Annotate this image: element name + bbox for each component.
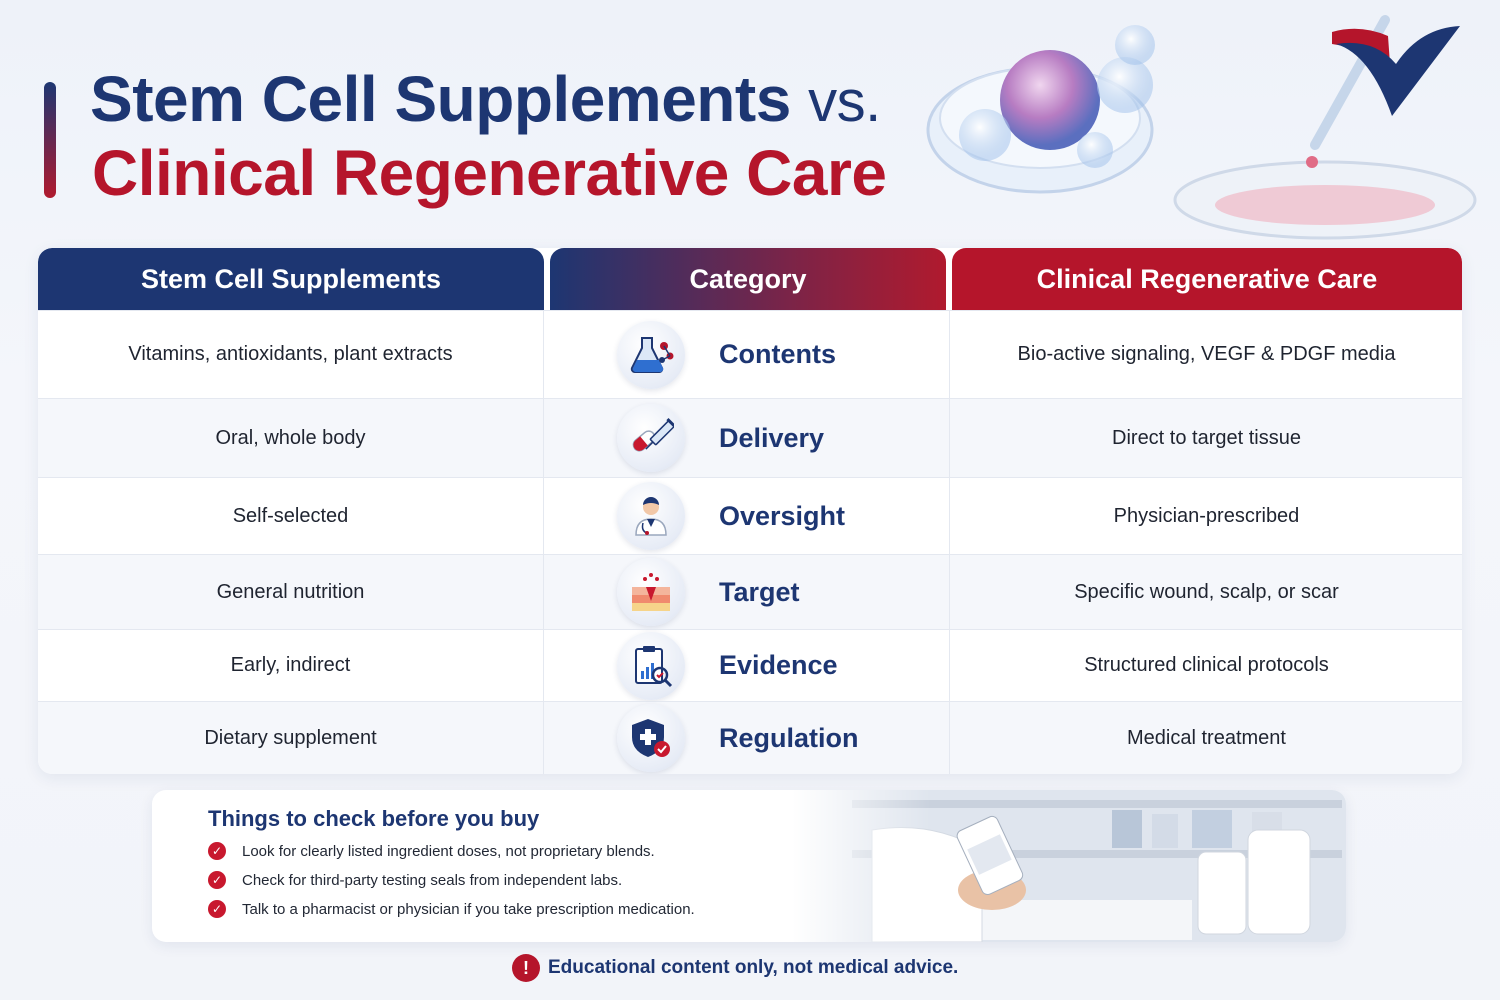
- disclaimer-text: Educational content only, not medical ad…: [548, 957, 959, 978]
- table-row: Oral, whole body Delivery Direct to tar: [38, 398, 1462, 477]
- clinical-cell: Medical treatment: [1127, 726, 1286, 749]
- title-line-1: Stem Cell Supplements: [90, 63, 791, 135]
- category-cell: Regulation: [545, 702, 950, 774]
- category-label: Regulation: [719, 722, 859, 753]
- category-label: Evidence: [719, 650, 838, 680]
- table-row: Self-selected Oversight Physician-prescr…: [38, 477, 1462, 554]
- title-accent-bar: [44, 82, 56, 198]
- skin-layers-icon: [617, 558, 685, 626]
- check-icon: ✓: [208, 900, 226, 918]
- checklist-item: ✓ Talk to a pharmacist or physician if y…: [208, 900, 695, 918]
- category-cell: Evidence: [545, 630, 950, 701]
- petri-dish-illustration: [926, 15, 1477, 240]
- checklist-item-text: Look for clearly listed ingredient doses…: [242, 842, 655, 860]
- doctor-icon: [617, 482, 685, 550]
- supplement-cell: Dietary supplement: [38, 702, 544, 774]
- exclamation-icon: !: [512, 954, 540, 982]
- supplement-cell: General nutrition: [38, 555, 544, 629]
- category-label: Oversight: [719, 500, 846, 531]
- supplement-cell: Early, indirect: [38, 630, 544, 701]
- table-row: Vitamins, antioxidants, plant extracts C…: [38, 310, 1462, 398]
- checklist-item-text: Check for third-party testing seals from…: [242, 871, 623, 889]
- buying-checklist: Things to check before you buy ✓ Look fo…: [152, 790, 1346, 942]
- checklist-item: ✓ Look for clearly listed ingredient dos…: [208, 842, 655, 860]
- checklist-item-text: Talk to a pharmacist or physician if you…: [242, 900, 695, 918]
- category-cell: Contents: [545, 311, 950, 398]
- clinical-cell: Bio-active signaling, VEGF & PDGF media: [1017, 343, 1396, 365]
- category-label: Target: [719, 576, 800, 607]
- comparison-table: Stem Cell Supplements Category Clinical …: [38, 248, 1462, 774]
- table-row: Dietary supplement Regulation Medical tr…: [38, 701, 1462, 774]
- checklist-item: ✓ Check for third-party testing seals fr…: [208, 871, 622, 889]
- header-clinical-regenerative-care: Clinical Regenerative Care: [952, 248, 1462, 310]
- table-row: Early, indirect Evidence Structured clin…: [38, 629, 1462, 701]
- category-label: Delivery: [719, 422, 825, 453]
- pharmacist-photo: [792, 790, 1346, 942]
- flask-molecule-icon: [617, 320, 685, 389]
- header-category: Category: [550, 248, 946, 310]
- clinical-cell: Physician-prescribed: [1113, 504, 1300, 527]
- table-row: General nutrition Target Specific wound,…: [38, 554, 1462, 629]
- supplement-cell: Self-selected: [38, 478, 544, 554]
- page-title: Stem Cell Supplements vs.: [90, 62, 881, 136]
- brand-logo: [1332, 26, 1460, 116]
- category-cell: Oversight: [545, 478, 950, 554]
- disclaimer: ! Educational content only, not medical …: [512, 954, 958, 982]
- category-label: Contents: [719, 339, 836, 369]
- check-icon: ✓: [208, 871, 226, 889]
- page-subtitle: Clinical Regenerative Care: [92, 137, 887, 209]
- clinical-cell: Specific wound, scalp, or scar: [1074, 580, 1339, 603]
- supplement-cell: Vitamins, antioxidants, plant extracts: [38, 311, 544, 398]
- shield-check-icon: [617, 704, 685, 772]
- supplement-cell: Oral, whole body: [38, 399, 544, 477]
- category-cell: Target: [545, 555, 950, 629]
- pill-syringe-icon: [617, 404, 685, 472]
- clinical-cell: Direct to target tissue: [1112, 426, 1301, 449]
- check-icon: ✓: [208, 842, 226, 860]
- clipboard-chart-icon: [617, 631, 685, 700]
- category-cell: Delivery: [545, 399, 950, 477]
- checklist-title: Things to check before you buy: [208, 806, 540, 831]
- clinical-cell: Structured clinical protocols: [1084, 654, 1329, 676]
- title-vs: vs.: [808, 69, 881, 134]
- header-stem-cell-supplements: Stem Cell Supplements: [38, 248, 544, 310]
